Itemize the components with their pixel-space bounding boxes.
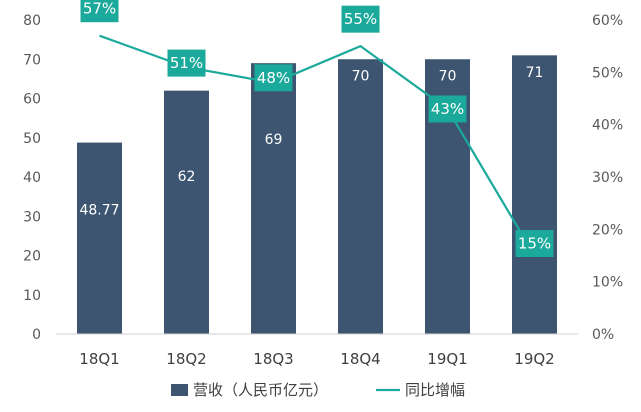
right-axis-tick-60: 60% [592, 13, 623, 29]
bar-18Q1 [77, 142, 122, 334]
right-axis-tick-30: 30% [592, 170, 623, 186]
right-axis-tick-20: 20% [592, 222, 623, 238]
bar-label-18Q3: 69 [265, 132, 283, 148]
category-label-18Q1: 18Q1 [79, 350, 119, 368]
left-axis-tick-50: 50 [23, 131, 41, 147]
bar-19Q2 [512, 55, 557, 334]
bar-label-18Q2: 62 [178, 169, 196, 185]
bar-label-18Q1: 48.77 [79, 203, 119, 219]
point-label-18Q3: 48% [257, 69, 290, 87]
category-label-18Q2: 18Q2 [166, 350, 206, 368]
left-axis-tick-40: 40 [23, 170, 41, 186]
legend-line-label: 同比增幅 [405, 381, 465, 399]
bar-18Q2 [164, 90, 209, 335]
point-label-box-18Q2 [167, 49, 206, 77]
point-label-box-18Q4 [341, 5, 380, 33]
left-axis-tick-60: 60 [23, 92, 41, 108]
category-label-18Q4: 18Q4 [340, 350, 380, 368]
left-axis-tick-80: 80 [23, 13, 41, 29]
point-label-box-18Q1 [80, 0, 119, 23]
bar-label-18Q4: 70 [352, 69, 370, 85]
left-axis-tick-20: 20 [23, 249, 41, 265]
point-label-18Q1: 57% [83, 0, 116, 18]
left-axis-tick-30: 30 [23, 209, 41, 225]
legend-bar-label: 营收（人民币亿元） [193, 381, 328, 399]
right-axis-tick-10: 10% [592, 275, 623, 291]
left-axis-tick-70: 70 [23, 52, 41, 68]
point-label-18Q2: 51% [170, 54, 203, 72]
bar-label-19Q1: 70 [439, 69, 457, 85]
point-label-box-19Q1 [428, 95, 467, 123]
point-label-19Q2: 15% [518, 235, 551, 253]
point-label-box-19Q2 [515, 230, 554, 257]
category-label-18Q3: 18Q3 [253, 350, 293, 368]
legend-bar-swatch [171, 384, 188, 396]
category-label-19Q1: 19Q1 [427, 350, 467, 368]
point-label-18Q4: 55% [344, 10, 377, 28]
left-axis-tick-10: 10 [23, 288, 41, 304]
category-label-19Q2: 19Q2 [514, 350, 554, 368]
right-axis-tick-0: 0% [592, 327, 614, 343]
bar-18Q4 [338, 59, 383, 334]
bar-18Q3 [251, 63, 296, 335]
point-label-19Q1: 43% [431, 100, 464, 118]
bar-label-19Q2: 71 [526, 65, 544, 81]
right-axis-tick-50: 50% [592, 65, 623, 81]
right-axis-tick-40: 40% [592, 118, 623, 134]
left-axis-tick-0: 0 [32, 327, 41, 343]
point-label-box-18Q3 [254, 64, 293, 92]
